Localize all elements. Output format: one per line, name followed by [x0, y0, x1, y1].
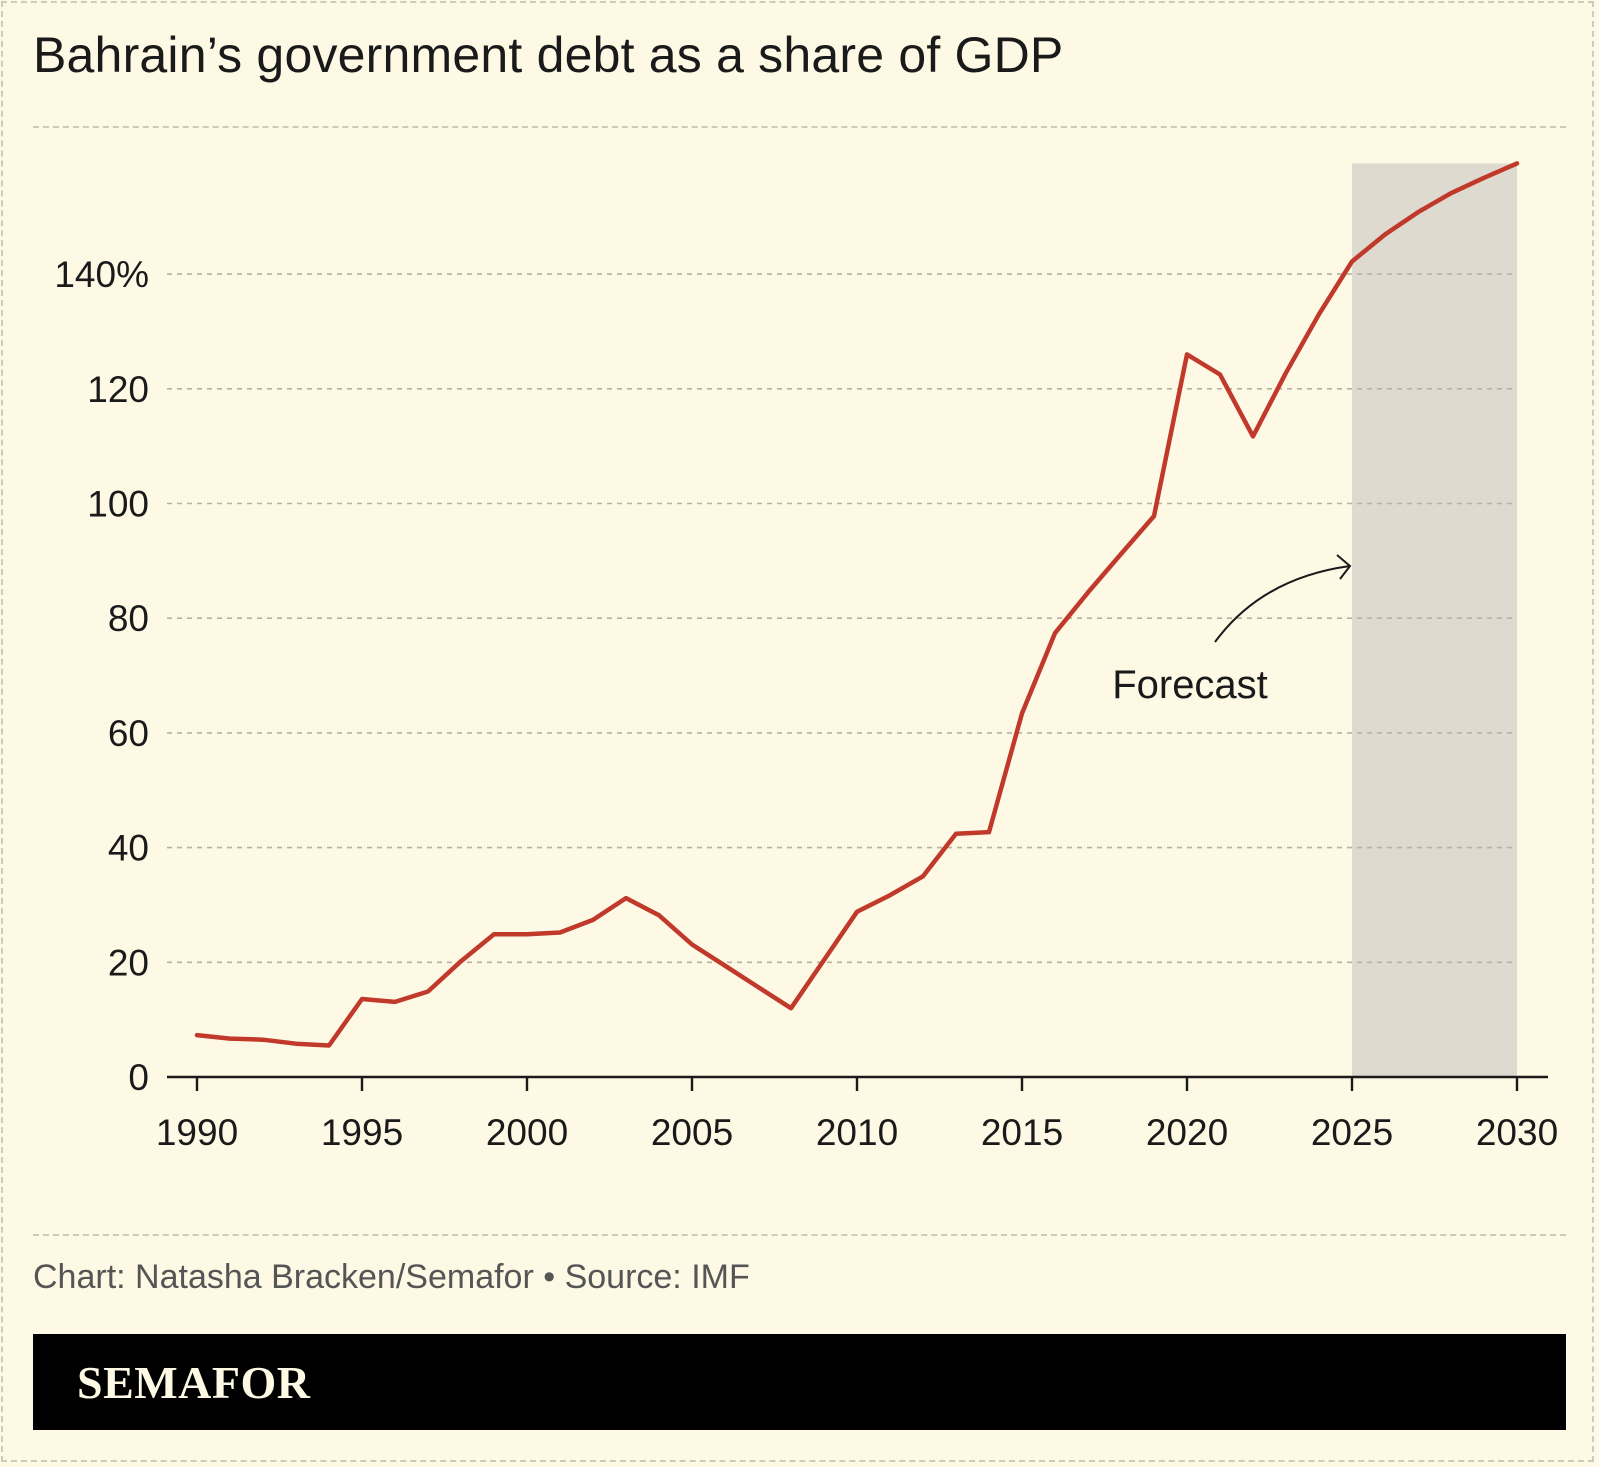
- y-tick-label-60: 60: [108, 713, 149, 754]
- forecast-arrow-curve: [1214, 565, 1351, 643]
- semafor-logo: SEMAFOR: [77, 1357, 311, 1408]
- y-tick-label-40: 40: [108, 828, 149, 869]
- forecast-arrow-head: [1336, 554, 1352, 580]
- x-tick-label-2020: 2020: [1146, 1112, 1228, 1153]
- x-tick-label-2000: 2000: [486, 1112, 568, 1153]
- forecast-label: Forecast: [1112, 663, 1268, 707]
- y-tick-label-0: 0: [128, 1057, 149, 1098]
- x-tick-label-1995: 1995: [321, 1112, 403, 1153]
- y-tick-label-20: 20: [108, 942, 149, 983]
- brand-footer-bar: SEMAFOR: [33, 1334, 1566, 1430]
- y-tick-label-80: 80: [108, 598, 149, 639]
- x-tick-label-2030: 2030: [1476, 1112, 1558, 1153]
- y-tick-label-140: 140%: [54, 254, 149, 295]
- chart-credit: Chart: Natasha Bracken/Semafor • Source:…: [33, 1258, 750, 1296]
- y-tick-label-120: 120: [87, 369, 149, 410]
- x-tick-label-2010: 2010: [816, 1112, 898, 1153]
- x-tick-label-2025: 2025: [1311, 1112, 1393, 1153]
- footer-divider: [33, 1234, 1566, 1236]
- forecast-band: [1352, 163, 1517, 1078]
- x-tick-label-1990: 1990: [156, 1112, 238, 1153]
- x-tick-label-2005: 2005: [651, 1112, 733, 1153]
- title-divider: [33, 126, 1566, 128]
- chart-title: Bahrain’s government debt as a share of …: [33, 27, 1064, 83]
- y-tick-label-100: 100: [87, 484, 149, 525]
- debt-series-line: [194, 161, 1520, 1048]
- x-tick-label-2015: 2015: [981, 1112, 1063, 1153]
